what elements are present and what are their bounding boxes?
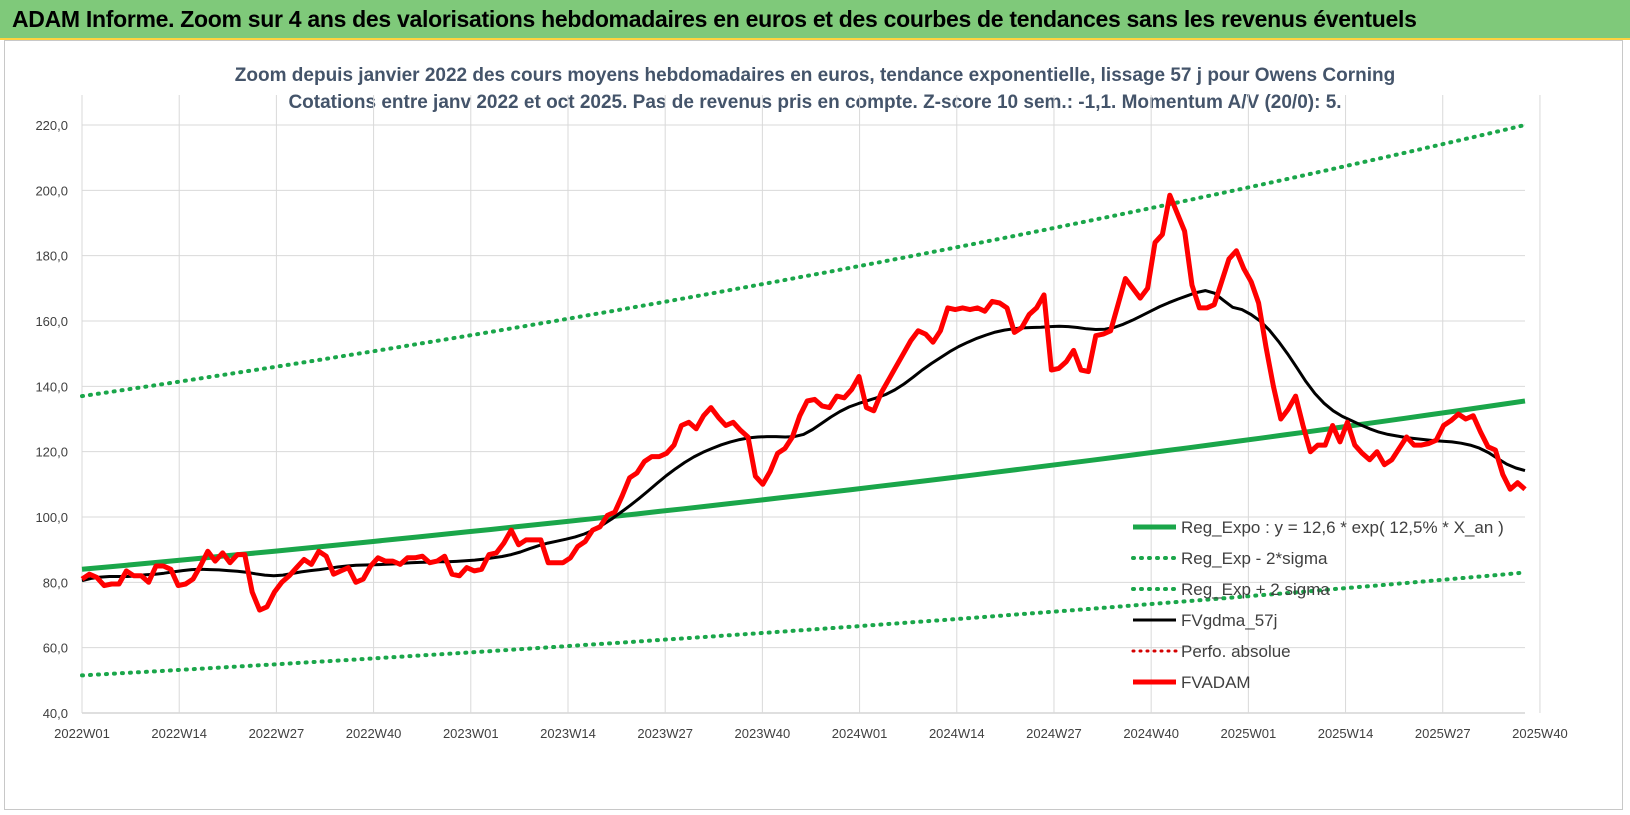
x-tick-label: 2025W14 [1318, 726, 1374, 741]
y-tick-label: 120,0 [35, 445, 68, 460]
chart-title-line1: Zoom depuis janvier 2022 des cours moyen… [234, 65, 1396, 86]
y-tick-label: 80,0 [43, 575, 68, 590]
reg-expo-line [81, 398, 1526, 572]
x-tick-label: 2025W01 [1221, 726, 1277, 741]
report-banner: ADAM Informe. Zoom sur 4 ans des valoris… [0, 0, 1630, 40]
x-tick-label: 2024W01 [832, 726, 888, 741]
y-tick-label: 40,0 [43, 706, 68, 721]
chart-title: Zoom depuis janvier 2022 des cours moyen… [0, 62, 1630, 116]
x-tick-label: 2025W27 [1415, 726, 1471, 741]
y-tick-label: 100,0 [35, 510, 68, 525]
y-tick-label: 180,0 [35, 249, 68, 264]
x-tick-label: 2022W14 [151, 726, 207, 741]
report-title: ADAM Informe. Zoom sur 4 ans des valoris… [12, 6, 1417, 32]
x-tick-label: 2024W27 [1026, 726, 1082, 741]
x-tick-label: 2022W40 [346, 726, 402, 741]
x-tick-label: 2022W27 [249, 726, 305, 741]
x-tick-label: 2024W14 [929, 726, 985, 741]
x-tick-label: 2024W40 [1123, 726, 1179, 741]
legend-label: Perfo. absolue [1181, 642, 1291, 661]
y-tick-label: 140,0 [35, 379, 68, 394]
fvgdma-line [81, 289, 1526, 583]
reg-upper-band-line [80, 123, 1527, 399]
x-tick-label: 2023W14 [540, 726, 596, 741]
legend-label: Reg_Exp + 2 sigma [1181, 580, 1330, 599]
x-tick-label: 2022W01 [54, 726, 110, 741]
y-tick-label: 160,0 [35, 314, 68, 329]
legend-label: FVADAM [1181, 673, 1251, 692]
chart-title-line2: Cotations entre janv 2022 et oct 2025. P… [288, 92, 1342, 113]
x-tick-label: 2023W27 [637, 726, 693, 741]
x-tick-label: 2025W40 [1512, 726, 1568, 741]
x-tick-label: 2023W01 [443, 726, 499, 741]
y-tick-label: 220,0 [35, 118, 68, 133]
y-tick-label: 60,0 [43, 641, 68, 656]
chart-frame [4, 40, 1623, 810]
fvadam-line [80, 192, 1527, 613]
x-tick-label: 2023W40 [735, 726, 791, 741]
legend-label: Reg_Exp - 2*sigma [1181, 549, 1328, 568]
y-tick-label: 200,0 [35, 183, 68, 198]
reg-lower-band-line [80, 570, 1527, 678]
legend-label: Reg_Expo : y = 12,6 * exp( 12,5% * X_an … [1181, 518, 1504, 537]
legend-label: FVgdma_57j [1181, 611, 1277, 630]
